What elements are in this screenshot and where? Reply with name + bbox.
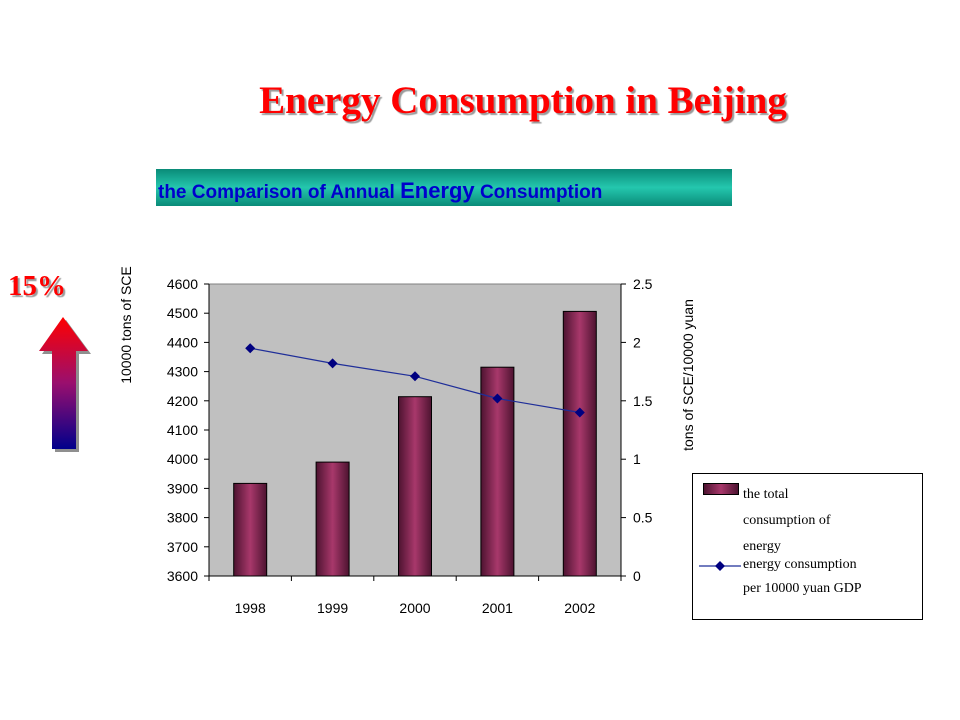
point-2000 (410, 371, 420, 382)
legend-line-line-1: energy consumption (743, 557, 857, 572)
legend-bar-line-2: consumption of (743, 513, 831, 528)
left-tick-label-3900: 3900 (167, 480, 198, 496)
left-tick-label-3800: 3800 (167, 510, 198, 526)
legend-line-swatch (699, 561, 741, 571)
left-tick-label-4600: 4600 (167, 276, 198, 292)
bar-1999 (315, 461, 350, 577)
chart-legend: the total consumption of energy energy c… (692, 473, 923, 620)
left-tick-label-4400: 4400 (167, 334, 198, 350)
banner-text-start: the Comparison of Annual (158, 182, 401, 203)
legend-bar-line-3: energy (743, 539, 781, 554)
left-tick-label-4300: 4300 (167, 364, 198, 380)
right-tick-label-2: 2 (633, 334, 641, 350)
bar-1998 (233, 482, 268, 577)
x-tick-label-2000: 2000 (399, 600, 430, 616)
increase-label: 15% (8, 270, 66, 302)
left-tick-label-4000: 4000 (167, 451, 198, 467)
left-tick-label-3700: 3700 (167, 539, 198, 555)
point-2001 (492, 393, 503, 404)
slide-title: Energy Consumption in Beijing (259, 79, 787, 122)
left-tick-label-4200: 4200 (167, 393, 198, 409)
x-tick-label-1999: 1999 (317, 600, 348, 616)
right-tick-label-1.5: 1.5 (633, 393, 653, 409)
left-tick-label-3600: 3600 (167, 568, 198, 584)
bar-2002 (562, 310, 597, 577)
x-tick-label-2002: 2002 (564, 600, 595, 616)
y-axis-label: 10000 tons of SCE (118, 266, 134, 384)
legend-bar-line-1: the total (743, 487, 789, 502)
banner-text-end: Consumption (474, 182, 603, 203)
increase-arrow-icon (39, 317, 91, 452)
left-tick-label-4500: 4500 (167, 305, 198, 321)
right-tick-label-0.5: 0.5 (633, 510, 653, 526)
legend-bar-label: the total consumption of energy (743, 482, 913, 560)
legend-line-line-2: per 10000 yuan GDP (743, 581, 862, 596)
banner-text-emphasis: Energy (400, 178, 475, 203)
legend-line-label: energy consumption per 10000 yuan GDP (743, 553, 918, 601)
x-tick-label-2001: 2001 (482, 600, 513, 616)
point-1998 (245, 343, 256, 354)
point-1999 (327, 358, 338, 369)
legend-bar-swatch (703, 483, 739, 495)
point-2002 (574, 407, 585, 418)
bar-2000 (398, 396, 432, 577)
left-tick-label-4100: 4100 (167, 422, 198, 438)
right-tick-label-0: 0 (633, 568, 641, 584)
right-tick-label-2.5: 2.5 (633, 276, 653, 292)
chart-banner: the Comparison of Annual Energy Consumpt… (156, 169, 732, 206)
x-tick-label-1998: 1998 (235, 600, 266, 616)
right-tick-label-1: 1 (633, 451, 641, 467)
y2-axis-label: tons of SCE/10000 yuan (680, 299, 696, 451)
